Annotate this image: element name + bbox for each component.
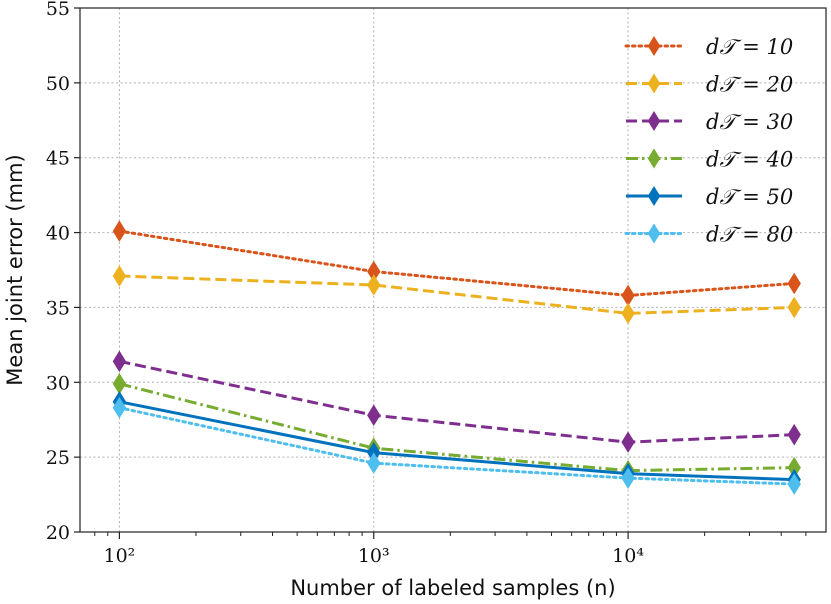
data-point (367, 404, 381, 426)
legend-swatch-marker (647, 148, 661, 169)
legend-swatch-marker (647, 73, 661, 94)
series-line (117, 229, 796, 297)
legend-entry: d𝒯 = 30 (626, 110, 793, 134)
legend-entry: d𝒯 = 10 (624, 35, 793, 59)
data-point (367, 274, 381, 296)
y-tick-label: 30 (46, 372, 70, 394)
legend-label: d𝒯 = 50 (706, 185, 793, 209)
data-point (367, 452, 381, 474)
data-point (787, 272, 801, 295)
data-point (787, 423, 801, 446)
legend-swatch-marker (647, 223, 661, 244)
data-point (112, 350, 127, 373)
legend-swatch-marker (647, 111, 661, 131)
legend-entry: d𝒯 = 80 (624, 223, 793, 247)
legend-swatch-marker (647, 186, 661, 206)
y-tick-label: 45 (46, 148, 70, 170)
tick-labels: 20 25 30 35 40 45 50 55 10² 10³ 10⁴ (46, 0, 645, 567)
legend-label: d𝒯 = 10 (706, 35, 793, 59)
y-axis-label: Mean joint error (mm) (3, 154, 27, 385)
series-3 (112, 373, 801, 482)
minor-ticks (94, 532, 807, 536)
series-0 (112, 220, 801, 307)
data-point (621, 431, 635, 453)
y-tick-label: 55 (46, 0, 70, 20)
series-2 (112, 350, 801, 453)
legend: d𝒯 = 10 d𝒯 = 20 d𝒯 = 30 d𝒯 = 40 d𝒯 = 50 d𝒯 = … (624, 35, 793, 247)
series-5 (112, 396, 801, 495)
data-point (112, 373, 127, 395)
legend-swatch-marker (647, 36, 661, 56)
legend-label: d𝒯 = 80 (706, 223, 793, 247)
y-tick-label: 25 (46, 447, 70, 469)
y-tick-label: 40 (46, 223, 70, 245)
x-tick-label: 10⁴ (612, 545, 644, 567)
data-point (112, 220, 127, 242)
data-point (112, 396, 127, 419)
series-line (117, 406, 796, 486)
x-tick-label: 10² (103, 545, 135, 567)
y-tick-label: 20 (46, 522, 70, 544)
legend-entry: d𝒯 = 20 (626, 73, 793, 97)
x-tick-label: 10³ (358, 545, 390, 567)
x-axis-label: Number of labeled samples (n) (290, 576, 615, 600)
legend-label: d𝒯 = 20 (706, 73, 793, 97)
data-point (621, 284, 635, 307)
series-line (119, 274, 795, 315)
plot-frame (79, 7, 827, 533)
y-tick-label: 50 (46, 73, 70, 95)
data-point (112, 265, 127, 287)
series-1 (112, 265, 801, 325)
series-line (119, 359, 795, 444)
series-line (119, 382, 795, 473)
series-layer (112, 220, 801, 495)
y-tick-label: 35 (46, 297, 70, 319)
legend-label: d𝒯 = 30 (706, 110, 793, 134)
data-point (621, 302, 635, 325)
data-point (787, 473, 801, 495)
series-4 (112, 390, 801, 491)
data-point (787, 296, 801, 319)
legend-label: d𝒯 = 40 (706, 148, 793, 172)
legend-entry: d𝒯 = 50 (626, 185, 793, 209)
data-point (621, 467, 635, 489)
series-line (119, 400, 795, 482)
legend-entry: d𝒯 = 40 (626, 148, 793, 172)
